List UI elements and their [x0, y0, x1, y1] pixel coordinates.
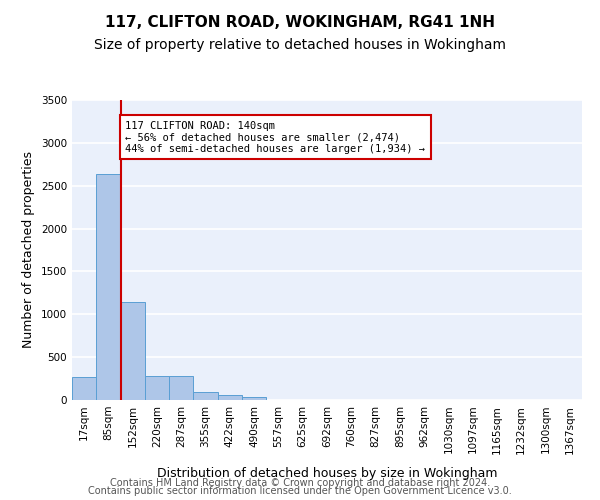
Text: 117, CLIFTON ROAD, WOKINGHAM, RG41 1NH: 117, CLIFTON ROAD, WOKINGHAM, RG41 1NH	[105, 15, 495, 30]
Bar	[169, 376, 193, 400]
Text: Contains public sector information licensed under the Open Government Licence v3: Contains public sector information licen…	[88, 486, 512, 496]
X-axis label: Distribution of detached houses by size in Wokingham: Distribution of detached houses by size …	[157, 468, 497, 480]
Text: Size of property relative to detached houses in Wokingham: Size of property relative to detached ho…	[94, 38, 506, 52]
Bar	[193, 392, 218, 400]
Bar	[145, 376, 169, 400]
Bar	[218, 396, 242, 400]
Bar	[242, 396, 266, 400]
Bar	[121, 302, 145, 400]
Text: 117 CLIFTON ROAD: 140sqm
← 56% of detached houses are smaller (2,474)
44% of sem: 117 CLIFTON ROAD: 140sqm ← 56% of detach…	[125, 120, 425, 154]
Bar	[96, 174, 121, 400]
Text: Contains HM Land Registry data © Crown copyright and database right 2024.: Contains HM Land Registry data © Crown c…	[110, 478, 490, 488]
Bar	[72, 377, 96, 400]
Y-axis label: Number of detached properties: Number of detached properties	[22, 152, 35, 348]
